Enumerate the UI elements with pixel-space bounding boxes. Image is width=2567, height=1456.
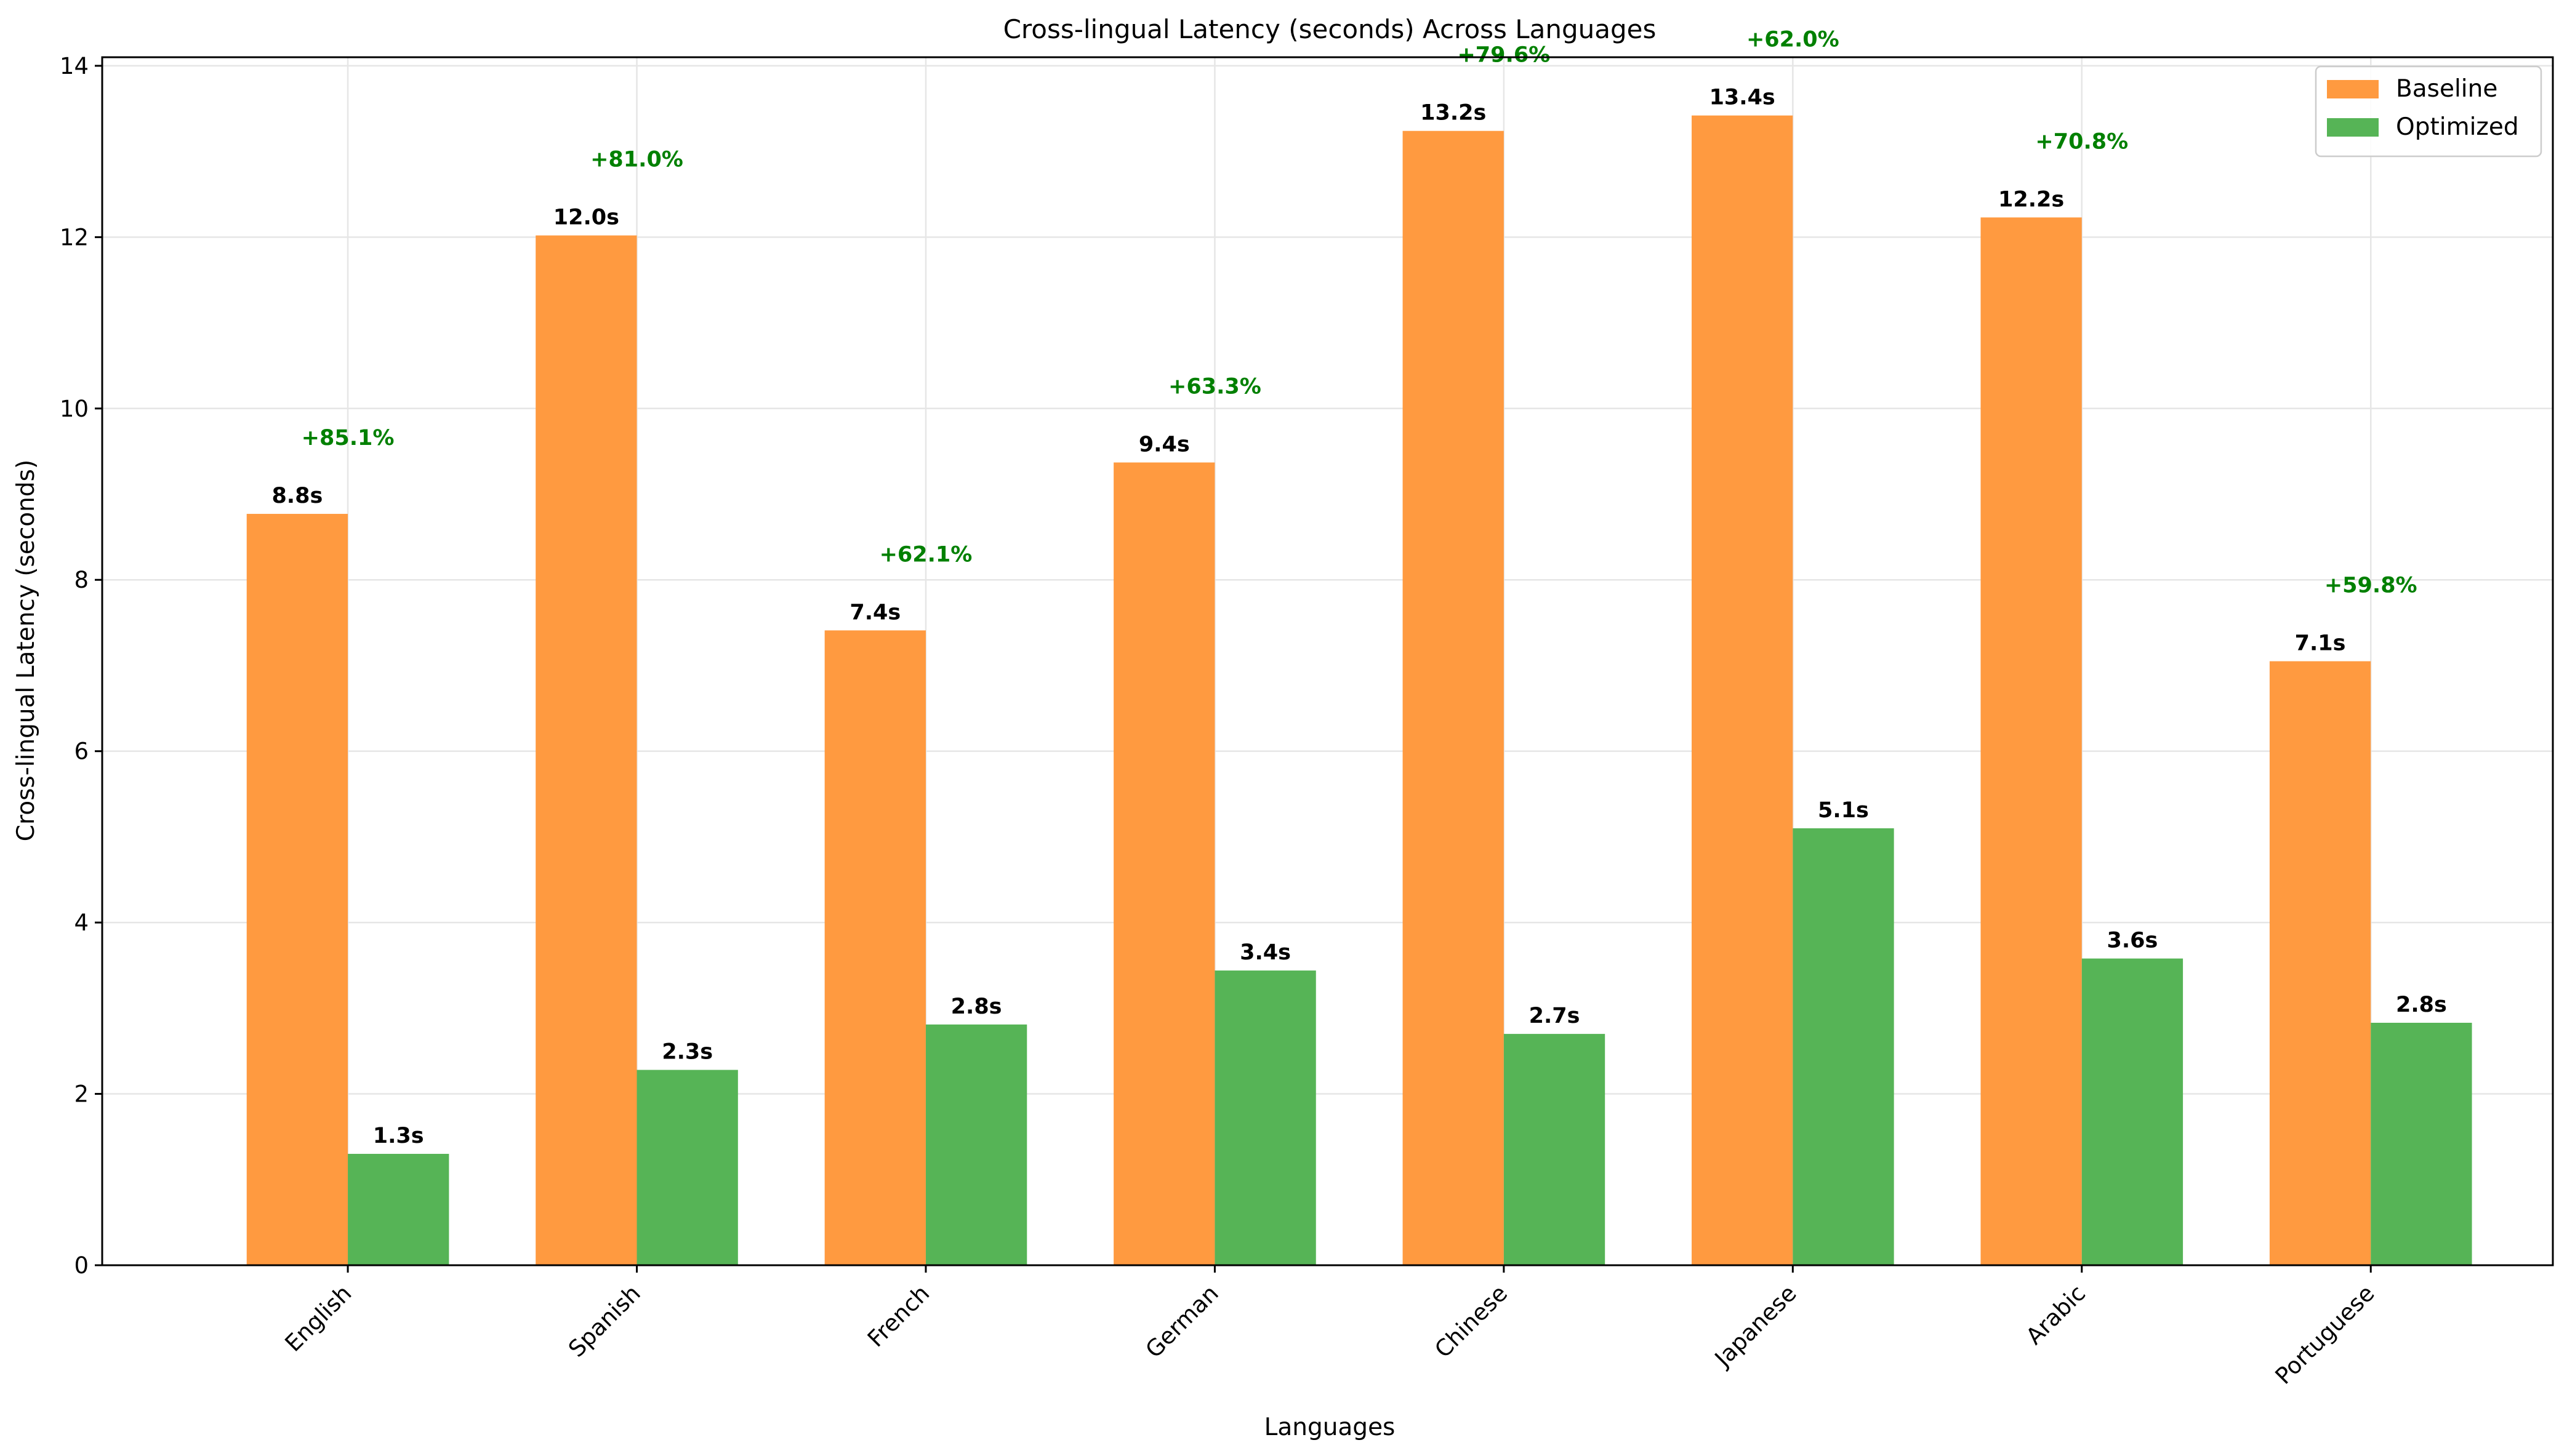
bar-baseline-french — [824, 630, 926, 1265]
bar-optimized-spanish — [637, 1070, 738, 1265]
improvement-label-japanese: +62.0% — [1746, 28, 1839, 52]
y-tick-label-6: 12 — [60, 224, 89, 250]
chart-title: Cross-lingual Latency (seconds) Across L… — [1003, 14, 1657, 44]
bar-optimized-french — [925, 1024, 1027, 1265]
legend-label-optimized: Optimized — [2396, 113, 2519, 141]
value-label-optimized-english: 1.3s — [373, 1124, 424, 1148]
x-tick-label-spanish: Spanish — [563, 1280, 646, 1362]
x-tick-label-arabic: Arabic — [2021, 1280, 2091, 1350]
y-axis-label: Cross-lingual Latency (seconds) — [12, 460, 40, 841]
bar-baseline-arabic — [1980, 217, 2082, 1266]
bar-optimized-portuguese — [2371, 1023, 2472, 1265]
improvement-label-german: +63.3% — [1168, 375, 1261, 399]
value-label-baseline-german: 9.4s — [1139, 433, 1190, 457]
value-label-optimized-french: 2.8s — [951, 994, 1002, 1019]
bars — [246, 115, 2472, 1266]
value-label-baseline-japanese: 13.4s — [1709, 86, 1775, 110]
grid-lines — [102, 57, 2553, 1266]
value-label-baseline-arabic: 12.2s — [1998, 187, 2064, 212]
value-label-baseline-chinese: 13.2s — [1420, 101, 1486, 126]
legend-swatch-baseline — [2327, 80, 2379, 98]
y-tick-label-2: 4 — [74, 910, 89, 936]
bar-baseline-portuguese — [2269, 661, 2371, 1265]
improvement-label-arabic: +70.8% — [2035, 129, 2128, 154]
x-tick-label-chinese: Chinese — [1429, 1280, 1512, 1363]
legend-label-baseline: Baseline — [2396, 75, 2497, 103]
x-tick-label-japanese: Japanese — [1709, 1280, 1802, 1373]
x-tick-label-portuguese: Portuguese — [2270, 1280, 2380, 1390]
bar-optimized-chinese — [1503, 1034, 1605, 1265]
bar-optimized-english — [348, 1154, 449, 1265]
value-label-baseline-english: 8.8s — [271, 484, 323, 508]
legend: Baseline Optimized — [2315, 65, 2542, 158]
bar-baseline-german — [1114, 462, 1215, 1265]
value-label-optimized-japanese: 5.1s — [1818, 798, 1869, 823]
improvement-label-french: +62.1% — [880, 542, 973, 567]
bar-baseline-english — [246, 514, 348, 1265]
bar-baseline-spanish — [536, 235, 637, 1266]
y-tick-label-1: 2 — [74, 1081, 89, 1108]
y-tick-label-7: 14 — [60, 53, 89, 79]
value-label-optimized-german: 3.4s — [1240, 940, 1291, 965]
improvement-labels: +85.1% +81.0% +62.1% +63.3% +79.6% +62.0% +70.… — [302, 28, 2417, 598]
bar-baseline-chinese — [1402, 130, 1504, 1265]
improvement-label-spanish: +81.0% — [590, 148, 683, 172]
value-label-baseline-portuguese: 7.1s — [2295, 631, 2346, 656]
value-label-optimized-arabic: 3.6s — [2107, 929, 2158, 953]
y-tick-label-0: 0 — [74, 1252, 89, 1279]
improvement-label-chinese: +79.6% — [1457, 43, 1550, 68]
improvement-label-english: +85.1% — [302, 426, 395, 450]
bar-baseline-japanese — [1692, 115, 1793, 1265]
value-label-baseline-french: 7.4s — [850, 600, 901, 625]
improvement-label-portuguese: +59.8% — [2324, 574, 2417, 598]
y-axis-ticks: 0 2 4 6 8 10 12 14 — [60, 53, 102, 1279]
value-label-optimized-chinese: 2.7s — [1529, 1004, 1580, 1028]
value-label-optimized-portuguese: 2.8s — [2396, 993, 2447, 1017]
bar-optimized-arabic — [2081, 958, 2183, 1265]
y-tick-label-4: 8 — [74, 567, 89, 593]
y-tick-label-5: 10 — [60, 396, 89, 422]
x-tick-label-french: French — [862, 1280, 934, 1352]
x-tick-label-german: German — [1141, 1280, 1224, 1363]
bar-optimized-german — [1215, 970, 1316, 1265]
x-axis-label: Languages — [1264, 1414, 1396, 1441]
legend-swatch-optimized — [2327, 118, 2379, 137]
value-label-baseline-spanish: 12.0s — [553, 206, 619, 230]
x-axis-ticks: English Spanish French German Chinese Japanes… — [280, 1265, 2380, 1390]
y-tick-label-3: 6 — [74, 738, 89, 765]
bar-optimized-japanese — [1793, 828, 1894, 1265]
x-tick-label-english: English — [280, 1280, 357, 1357]
value-label-optimized-spanish: 2.3s — [662, 1040, 713, 1065]
plot-frame — [101, 56, 2554, 1266]
bar-value-labels: 8.8s 1.3s 12.0s 2.3s 7.4s 2.8s 9.4s 3.4s 13.2s 2.… — [271, 86, 2446, 1148]
